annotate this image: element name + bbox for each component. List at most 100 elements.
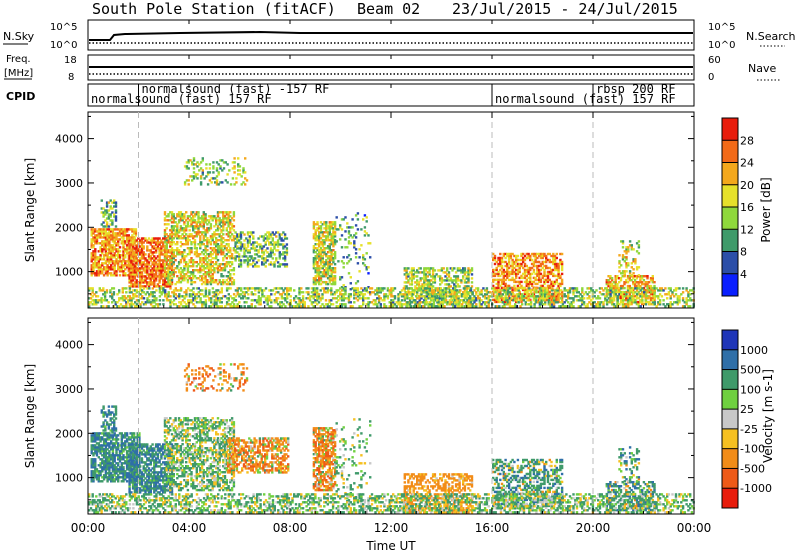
data-cell bbox=[195, 227, 198, 230]
data-cell bbox=[215, 243, 218, 246]
data-cell bbox=[227, 243, 230, 246]
data-cell bbox=[232, 225, 236, 228]
data-cell bbox=[505, 303, 508, 306]
data-cell bbox=[153, 237, 156, 240]
data-cell bbox=[539, 272, 543, 276]
data-cell bbox=[122, 228, 125, 231]
data-cell bbox=[176, 229, 179, 232]
data-cell bbox=[177, 213, 181, 216]
data-cell bbox=[163, 239, 167, 242]
data-cell bbox=[493, 256, 497, 260]
data-cell bbox=[199, 243, 202, 246]
data-cell bbox=[333, 291, 337, 294]
data-cell bbox=[430, 297, 434, 300]
data-cell bbox=[553, 254, 557, 258]
data-cell bbox=[395, 301, 398, 304]
data-cell bbox=[419, 271, 422, 274]
data-cell bbox=[312, 305, 315, 308]
data-cell bbox=[156, 263, 160, 266]
data-cell bbox=[108, 260, 111, 263]
data-cell bbox=[616, 275, 619, 278]
data-cell bbox=[432, 303, 436, 306]
data-cell bbox=[222, 167, 226, 170]
data-cell bbox=[108, 230, 111, 233]
data-cell bbox=[131, 251, 135, 254]
data-cell bbox=[539, 280, 543, 284]
data-cell bbox=[328, 239, 331, 242]
data-cell bbox=[179, 295, 183, 298]
data-cell bbox=[102, 268, 106, 271]
data-cell bbox=[323, 287, 326, 290]
data-cell bbox=[269, 247, 273, 250]
data-cell bbox=[147, 237, 151, 240]
data-cell bbox=[229, 219, 232, 222]
data-cell bbox=[199, 269, 202, 272]
data-cell bbox=[321, 265, 324, 268]
data-cell bbox=[413, 291, 416, 294]
data-cell bbox=[176, 275, 179, 278]
data-cell bbox=[525, 296, 528, 300]
data-cell bbox=[128, 275, 131, 278]
data-cell bbox=[323, 235, 326, 238]
data-cell bbox=[163, 253, 167, 256]
data-cell bbox=[101, 264, 104, 267]
data-cell bbox=[225, 263, 228, 266]
data-cell bbox=[201, 157, 204, 160]
data-cell bbox=[319, 297, 322, 300]
data-cell bbox=[379, 305, 382, 308]
data-cell bbox=[93, 303, 96, 306]
data-cell bbox=[229, 295, 232, 298]
data-cell bbox=[244, 183, 247, 186]
data-cell bbox=[200, 275, 204, 278]
data-cell bbox=[609, 277, 612, 280]
data-cell bbox=[342, 266, 345, 269]
data-cell bbox=[263, 289, 266, 292]
data-cell bbox=[453, 275, 456, 278]
data-cell bbox=[257, 265, 260, 268]
data-cell bbox=[616, 302, 619, 306]
data-cell bbox=[253, 263, 257, 266]
data-cell bbox=[330, 243, 333, 246]
data-cell bbox=[174, 289, 177, 292]
data-cell bbox=[269, 235, 273, 238]
data-cell bbox=[414, 285, 417, 288]
data-cell bbox=[314, 293, 317, 296]
data-cell bbox=[451, 281, 454, 284]
data-cell bbox=[192, 269, 195, 272]
data-cell bbox=[416, 279, 419, 282]
data-cell bbox=[516, 284, 520, 288]
data-cell bbox=[190, 261, 193, 264]
data-cell bbox=[213, 241, 216, 244]
data-cell bbox=[332, 279, 335, 282]
data-cell bbox=[155, 297, 158, 300]
data-cell bbox=[333, 269, 337, 272]
data-cell bbox=[289, 301, 292, 304]
data-cell bbox=[319, 243, 323, 246]
data-cell bbox=[179, 227, 183, 230]
data-cell bbox=[233, 165, 236, 168]
data-cell bbox=[107, 201, 111, 204]
data-cell bbox=[276, 261, 280, 264]
data-cell bbox=[552, 284, 555, 288]
data-cell bbox=[193, 269, 197, 272]
data-cell bbox=[205, 175, 208, 178]
data-cell bbox=[139, 275, 142, 278]
data-cell bbox=[416, 305, 420, 308]
data-cell bbox=[333, 267, 337, 270]
data-cell bbox=[104, 236, 108, 239]
data-cell bbox=[325, 239, 328, 242]
data-cell bbox=[407, 291, 411, 294]
data-cell bbox=[393, 297, 397, 300]
data-cell bbox=[197, 229, 200, 232]
data-cell bbox=[502, 260, 505, 264]
data-cell bbox=[316, 273, 319, 276]
data-cell bbox=[538, 268, 541, 272]
data-cell bbox=[227, 219, 230, 222]
data-cell bbox=[271, 263, 274, 266]
data-cell bbox=[125, 238, 129, 241]
data-cell bbox=[425, 291, 428, 294]
data-cell bbox=[144, 275, 147, 278]
data-cell bbox=[458, 305, 461, 308]
data-cell bbox=[156, 265, 160, 268]
data-cell bbox=[132, 295, 135, 298]
